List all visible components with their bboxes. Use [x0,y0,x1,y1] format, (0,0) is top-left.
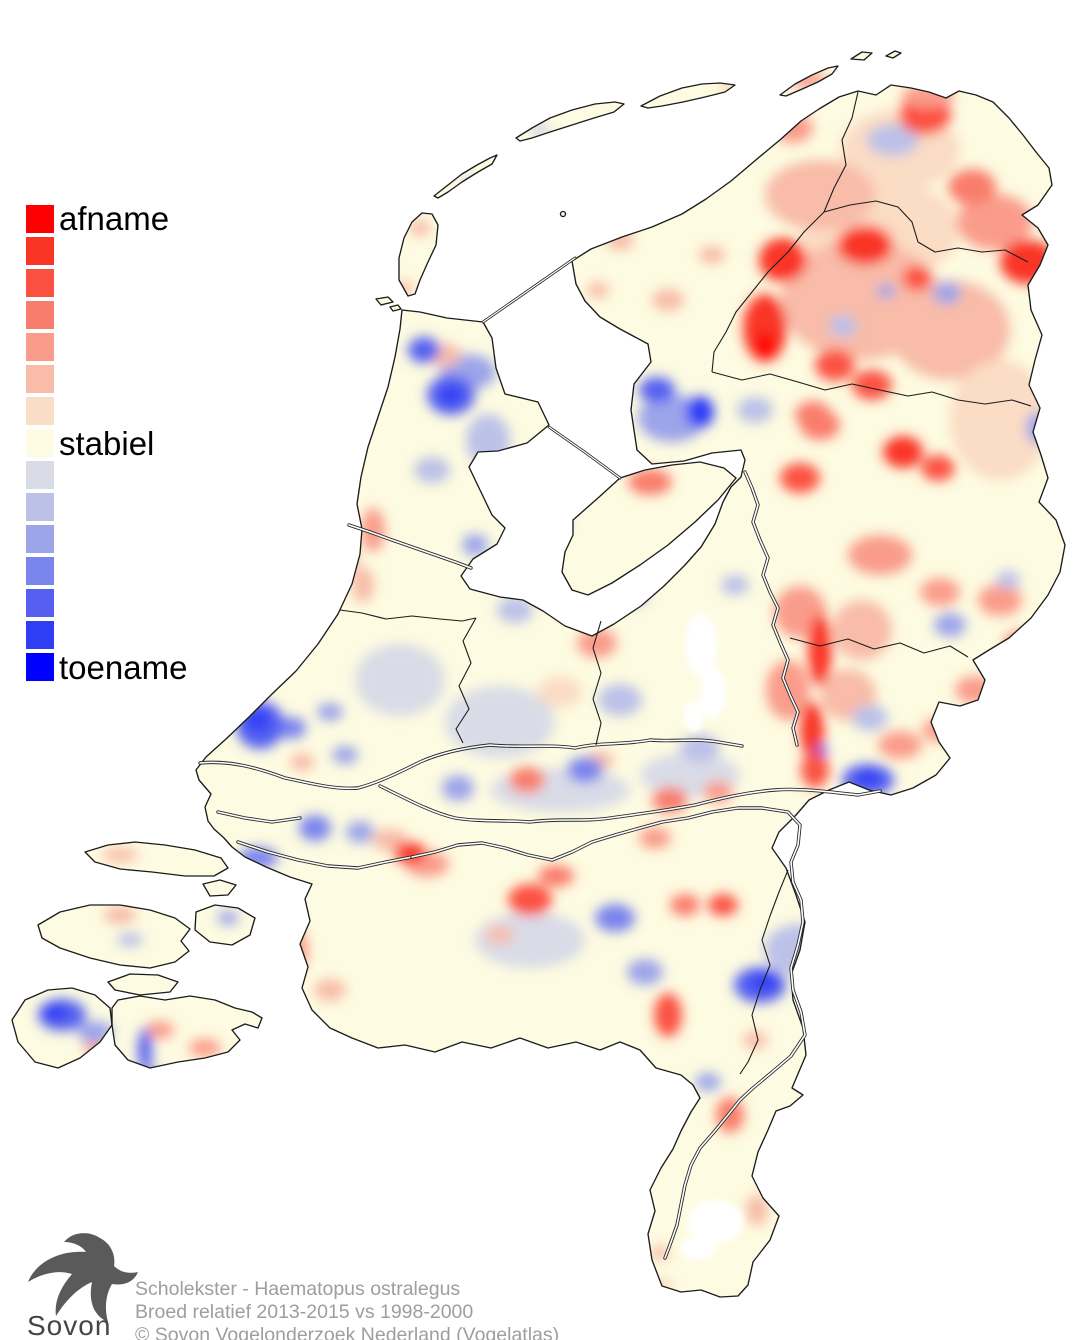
legend-swatch-9 [26,493,54,521]
legend-swatch-4 [26,333,54,361]
sovon-logo-text: Sovon [27,1310,112,1340]
legend-swatch-2 [26,269,54,297]
dikes [481,256,622,480]
legend-label-decrease: afname [59,200,170,237]
caption-species: Scholekster - Haematopus ostralegus [135,1278,461,1300]
province-borders [339,91,1032,1075]
legend-swatch-7 [26,429,54,457]
legend-label-stable: stabiel [59,425,155,462]
legend-swatch-11 [26,557,54,585]
legend-swatch-1 [26,237,54,265]
caption-copyright: © Sovon Vogelonderzoek Nederland (Vogela… [135,1324,560,1340]
legend-swatch-0 [26,205,54,233]
rivers [198,470,882,1260]
legend-swatch-3 [26,301,54,329]
legend-swatch-8 [26,461,54,489]
legend-swatch-12 [26,589,54,617]
legend-label-increase: toename [59,649,188,686]
legend-swatch-10 [26,525,54,553]
no-data-patches [680,613,743,1260]
legend-swatch-6 [26,397,54,425]
sovon-swallow-icon [28,1233,138,1322]
legend-swatch-13 [26,621,54,649]
caption-period: Broed relatief 2013-2015 vs 1998-2000 [135,1301,474,1323]
coastlines [11,50,1066,1298]
legend-swatch-5 [26,365,54,393]
map-caption: Scholekster - Haematopus ostralegus Broe… [135,1278,559,1340]
legend-swatch-14 [26,653,54,681]
legend-color-scale [26,205,54,685]
